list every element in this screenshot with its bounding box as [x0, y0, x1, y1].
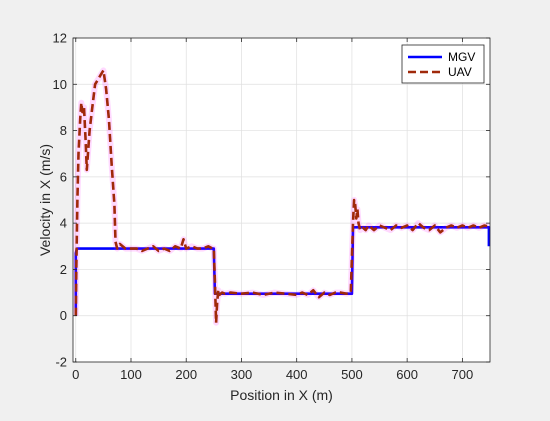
x-tick-label: 100 [120, 367, 142, 382]
y-tick-label: 2 [60, 262, 67, 277]
series-line-uav [74, 69, 490, 325]
y-tick-label: 10 [53, 77, 67, 92]
x-axis-label: Position in X (m) [230, 387, 333, 403]
legend-label-uav: UAV [448, 65, 472, 79]
axes-frame [72, 37, 491, 363]
x-tick-label: 300 [231, 367, 253, 382]
legend-box [401, 44, 485, 84]
y-tick-label: 6 [60, 169, 67, 184]
x-tick-label: 600 [396, 367, 418, 382]
y-tick-label: -2 [55, 355, 67, 370]
y-axis-label: Velocity in X (m/s) [37, 144, 53, 256]
x-tick-label: 500 [341, 367, 363, 382]
legend-label-mgv: MGV [448, 50, 475, 64]
x-tick-label: 200 [175, 367, 197, 382]
grid [73, 37, 490, 363]
x-tick-label: 400 [286, 367, 308, 382]
series-group [72, 67, 491, 326]
x-tick-label: 700 [452, 367, 474, 382]
y-tick-label: 0 [60, 308, 67, 323]
y-tick-label: 4 [60, 216, 67, 231]
y-tick-label: 8 [60, 123, 67, 138]
ticks: 0 100 200 300 400 500 600 700 -2 0 2 4 6 8 10 12 [53, 31, 490, 382]
plot-area [73, 38, 490, 362]
y-tick-label: 12 [53, 31, 67, 46]
legend: MGV UAV [401, 44, 485, 84]
x-tick-label: 0 [72, 367, 79, 382]
